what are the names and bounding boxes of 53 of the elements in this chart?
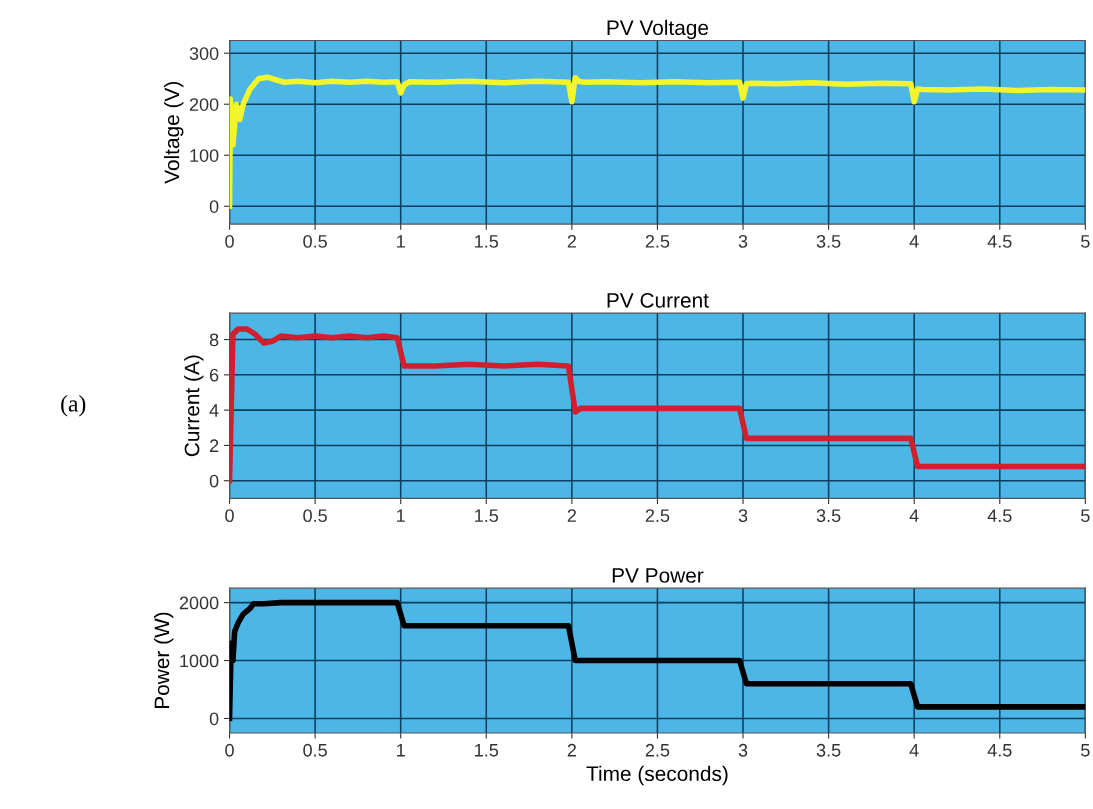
y-axis-title: Current (A) <box>184 355 204 457</box>
x-tick-label: 2 <box>567 509 576 522</box>
x-tick-label: 2.5 <box>645 743 670 757</box>
x-tick-label: 4 <box>909 744 919 757</box>
y-axis-title: Power (W) <box>153 612 174 709</box>
y-tick-label: 2000 <box>179 596 219 610</box>
x-tick-label: 3.5 <box>816 509 841 523</box>
x-tick-label: 0.5 <box>303 743 327 757</box>
x-tick-label: 1 <box>397 744 405 757</box>
x-tick-label: 0 <box>225 743 234 757</box>
x-tick-label: 0.5 <box>303 509 327 523</box>
x-tick-label: 1.5 <box>475 509 499 523</box>
x-tick-label: 4.5 <box>987 235 1012 248</box>
x-tick-label: 3.5 <box>816 743 841 757</box>
y-tick-label: 2 <box>209 439 219 452</box>
y-tick-label: 0 <box>209 200 219 213</box>
y-tick-label: 6 <box>209 368 219 382</box>
chart-title: PV Current <box>607 292 709 308</box>
x-tick-label: 0 <box>225 509 234 523</box>
x-tick-label: 4 <box>909 509 919 522</box>
x-tick-label: 1 <box>397 235 405 248</box>
y-tick-label: 4 <box>209 404 219 417</box>
y-tick-label: 1000 <box>180 654 219 668</box>
x-tick-label: 2.5 <box>645 234 670 248</box>
x-tick-label: 1 <box>397 509 405 522</box>
y-tick-label: 8 <box>209 333 219 347</box>
x-tick-label: 5 <box>1081 744 1090 757</box>
y-tick-label: 0 <box>209 712 219 726</box>
x-axis-title: Time (seconds) <box>586 765 728 786</box>
x-tick-label: 0.5 <box>303 234 327 248</box>
x-tick-label: 4.5 <box>987 509 1012 523</box>
x-tick-label: 3.5 <box>816 234 841 248</box>
x-tick-label: 3 <box>738 743 748 757</box>
x-tick-label: 3 <box>738 234 748 248</box>
text: (a) <box>61 395 86 417</box>
y-axis-title: Voltage (V) <box>164 82 184 184</box>
x-tick-label: 1.5 <box>475 235 499 248</box>
x-tick-label: 5 <box>1081 509 1090 523</box>
x-tick-label: 3 <box>738 509 748 523</box>
x-tick-label: 2.5 <box>645 509 670 523</box>
y-tick-label: 300 <box>189 47 219 60</box>
x-tick-label: 2 <box>567 743 576 757</box>
x-tick-label: 2 <box>567 234 576 248</box>
chart-title: PV Voltage <box>607 19 709 40</box>
x-tick-label: 0 <box>225 234 234 248</box>
y-tick-label: 0 <box>209 474 219 488</box>
y-tick-label: 100 <box>190 149 219 162</box>
x-tick-label: 1.5 <box>475 744 499 757</box>
x-tick-label: 4 <box>909 235 919 248</box>
y-tick-label: 200 <box>189 98 219 111</box>
chart-title: PV Power <box>612 568 704 583</box>
x-tick-label: 5 <box>1081 235 1090 248</box>
x-tick-label: 4.5 <box>987 744 1012 757</box>
